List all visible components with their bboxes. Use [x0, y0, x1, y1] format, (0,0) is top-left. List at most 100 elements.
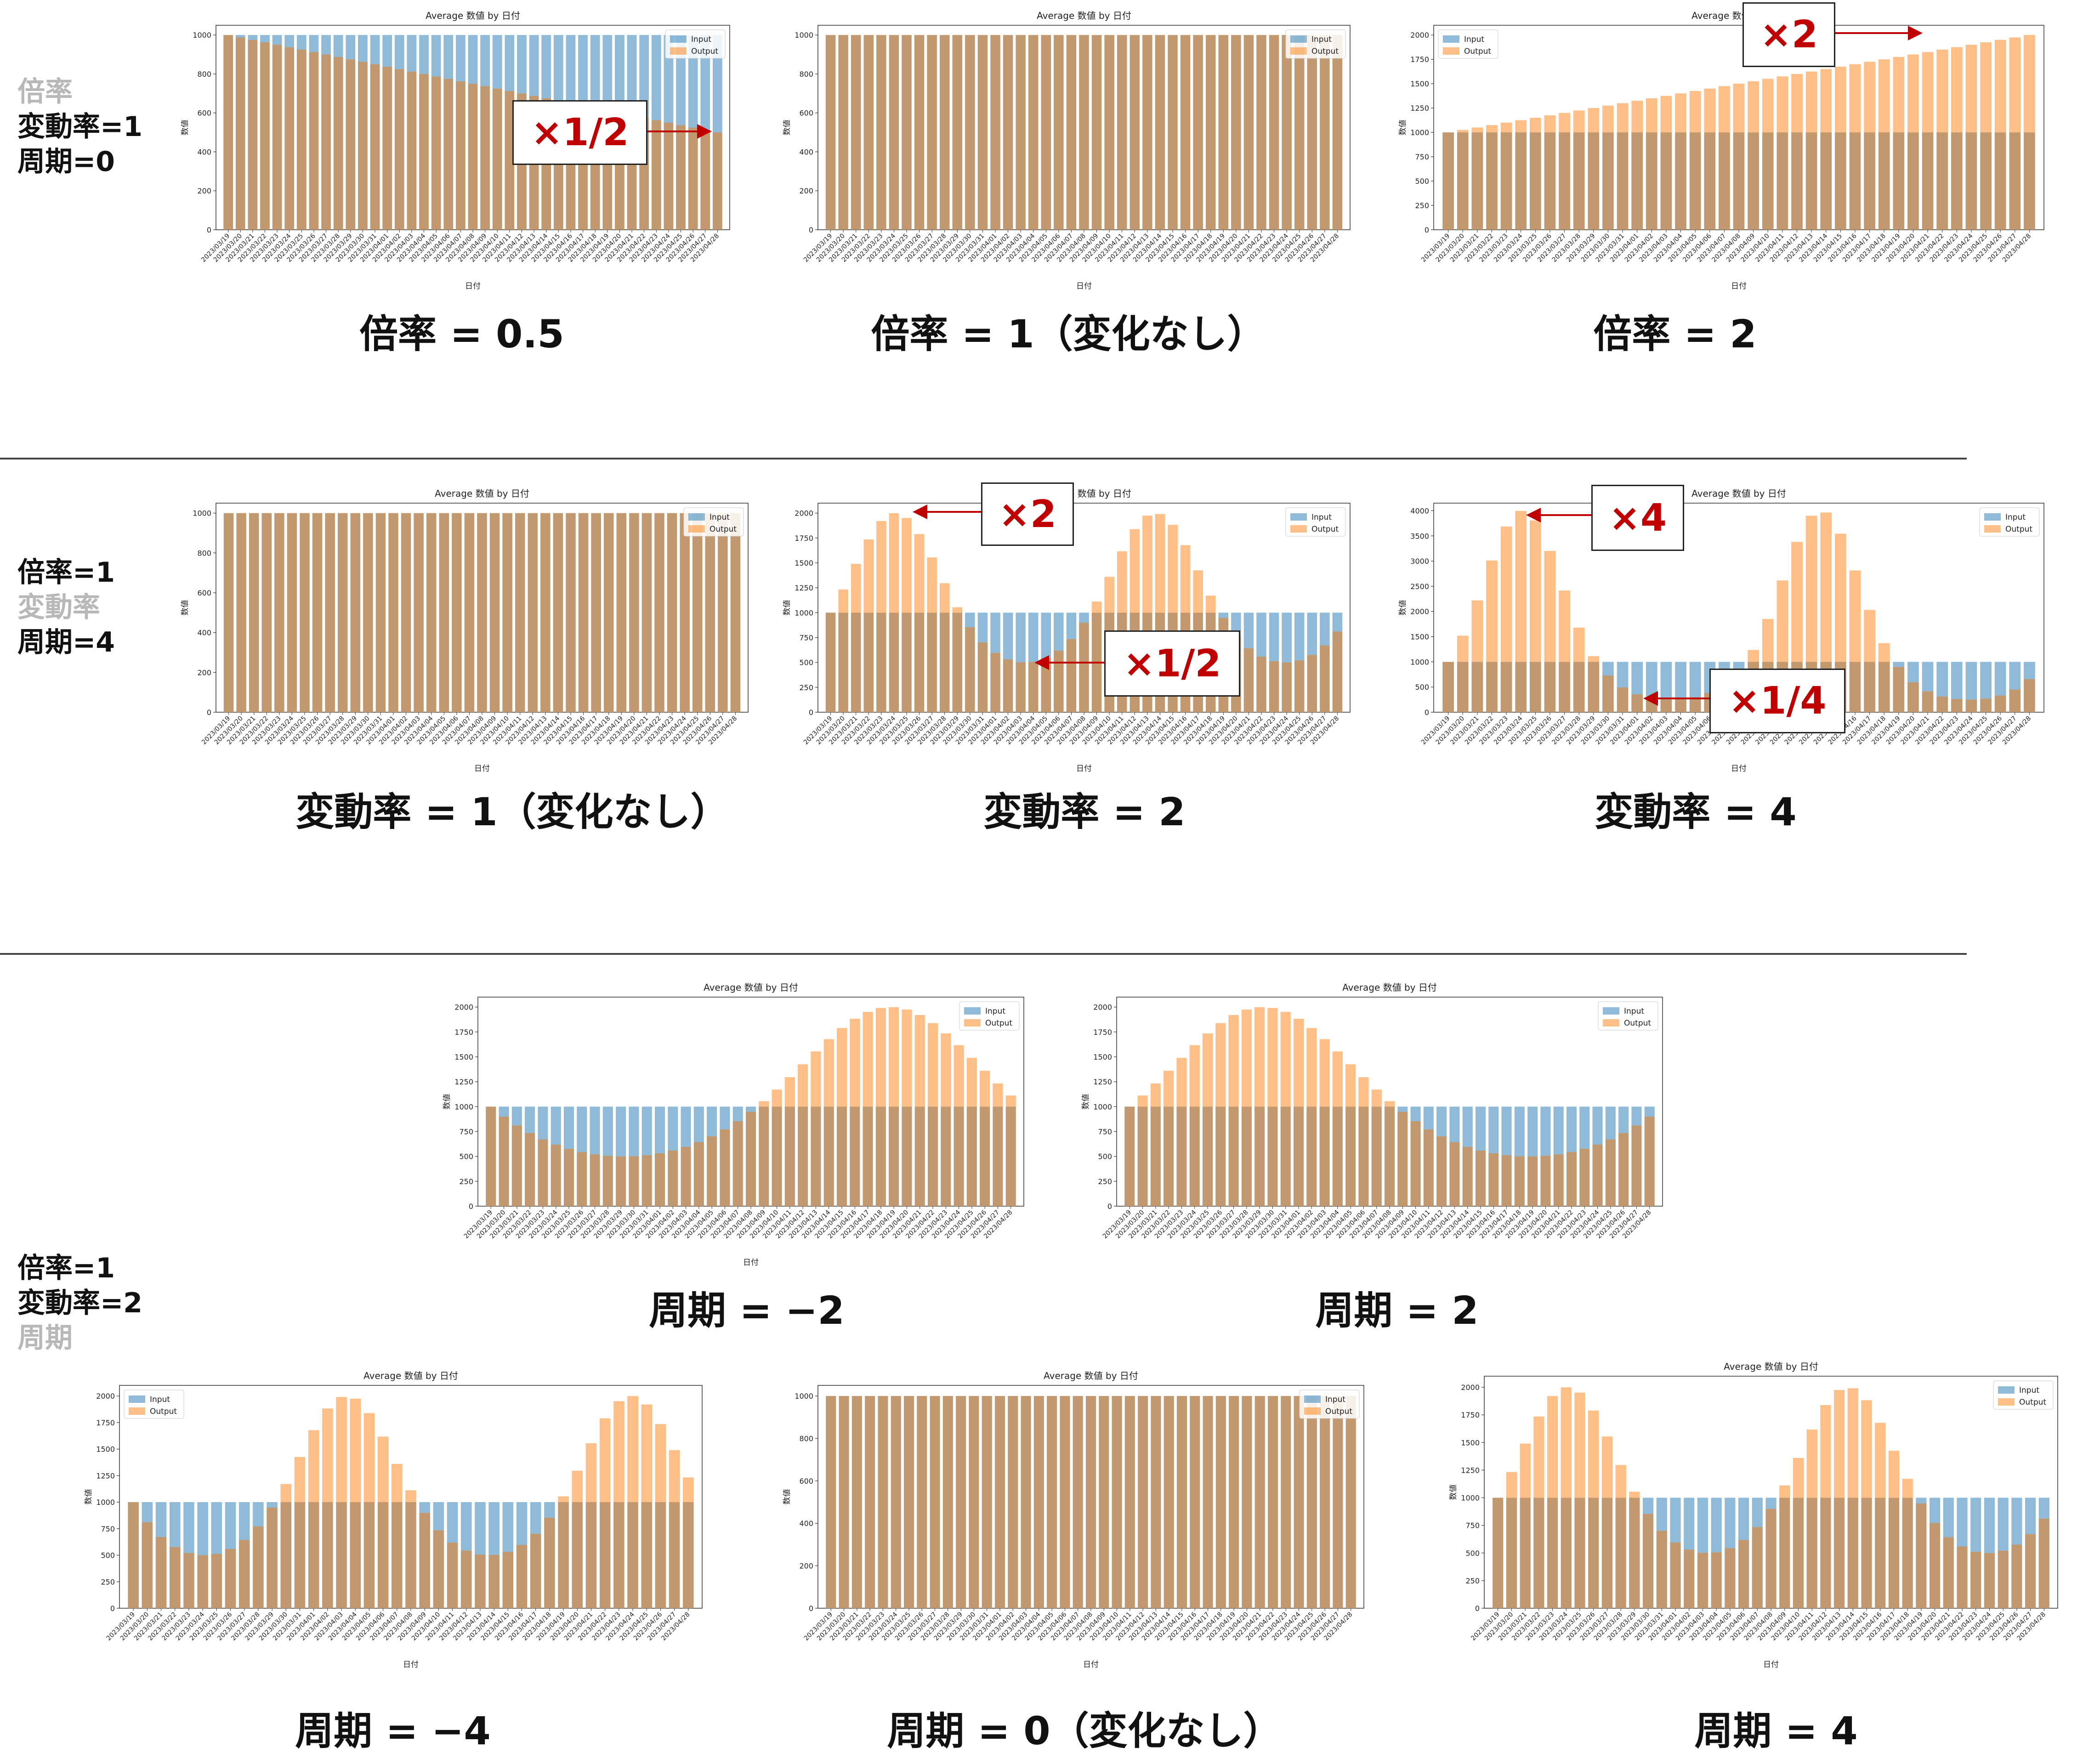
- bar: [1936, 696, 1948, 712]
- bar: [1617, 103, 1629, 133]
- bar: [836, 1028, 847, 1107]
- bar: [1762, 79, 1774, 133]
- bar: [211, 1554, 222, 1608]
- bar: [1320, 1396, 1330, 1608]
- bar: [2011, 1544, 2022, 1608]
- bar: [1294, 35, 1305, 230]
- bar: [336, 1397, 347, 1503]
- bar: [1849, 570, 1861, 662]
- bar: [337, 513, 348, 712]
- bar: [1151, 1396, 1161, 1608]
- bar: [1269, 35, 1279, 230]
- bar: [836, 1106, 847, 1206]
- bar: [891, 1396, 901, 1608]
- bar: [1410, 1106, 1421, 1121]
- bar: [1875, 1497, 1886, 1608]
- bar: [954, 1106, 964, 1206]
- y-tick-label: 2000: [454, 1003, 473, 1012]
- y-tick-label: 750: [101, 1525, 115, 1533]
- bar: [1500, 132, 1512, 230]
- bar: [1573, 132, 1585, 230]
- bar: [914, 534, 925, 613]
- bar: [1984, 1497, 1995, 1553]
- x-axis-label: 日付: [465, 282, 481, 291]
- bar: [443, 35, 454, 79]
- bar: [558, 1496, 569, 1503]
- y-tick-label: 4000: [1410, 506, 1429, 515]
- bar: [1345, 1106, 1356, 1206]
- bar: [1117, 35, 1127, 230]
- bar: [2024, 662, 2035, 679]
- bar: [169, 1502, 181, 1547]
- y-tick-label: 1250: [1461, 1466, 1480, 1475]
- bar: [1544, 550, 1556, 662]
- bar: [405, 1502, 416, 1608]
- bar: [1711, 1497, 1722, 1553]
- bar: [669, 1502, 680, 1608]
- y-tick-label: 1000: [96, 1498, 115, 1507]
- bar: [439, 513, 449, 712]
- bar: [1332, 613, 1343, 632]
- bar: [939, 583, 950, 613]
- bar: [903, 1396, 914, 1608]
- bar: [1998, 1497, 2009, 1551]
- bar: [784, 1106, 795, 1206]
- bar: [952, 607, 963, 613]
- bar: [990, 613, 1000, 653]
- legend-swatch: [1290, 513, 1307, 521]
- bar: [927, 35, 937, 230]
- y-tick-label: 2000: [96, 1392, 115, 1401]
- bar: [183, 1502, 194, 1553]
- bar: [238, 1540, 250, 1608]
- bar: [249, 513, 259, 712]
- bar: [272, 45, 282, 230]
- bar: [261, 513, 272, 712]
- callout-box: ×4: [1591, 485, 1684, 551]
- bar: [641, 513, 652, 712]
- bar: [2024, 132, 2035, 230]
- chart-legend: Input Output: [1299, 1390, 1360, 1419]
- bar: [1137, 1095, 1148, 1107]
- bar: [914, 35, 925, 230]
- bar: [1155, 514, 1165, 613]
- bar: [1540, 1156, 1551, 1206]
- y-tick-label: 0: [1475, 1604, 1480, 1613]
- bar: [1588, 132, 1600, 230]
- bar: [1384, 1101, 1395, 1107]
- chart-legend: Input Output: [1438, 29, 1498, 59]
- y-tick-label: 2000: [1461, 1383, 1480, 1392]
- bar: [1806, 1429, 1817, 1498]
- bar: [294, 1502, 306, 1608]
- bar: [700, 130, 710, 230]
- bar: [1849, 662, 1861, 712]
- y-tick-label: 2000: [1410, 607, 1429, 616]
- y-tick-label: 600: [197, 109, 211, 118]
- bar: [1820, 69, 1832, 133]
- bar: [511, 1106, 522, 1126]
- chart-panel-4: Average 数値 by 日付 0 200 400 600 800 1000 数値 2023/…: [175, 482, 758, 777]
- bar: [1601, 1436, 1613, 1498]
- bar: [1471, 600, 1483, 662]
- bar: [875, 1008, 886, 1107]
- bar: [1319, 1039, 1330, 1107]
- bar: [693, 1106, 704, 1142]
- y-tick-label: 0: [1425, 226, 1429, 234]
- bar: [1617, 132, 1629, 230]
- bar: [1965, 45, 1977, 133]
- bar: [863, 35, 874, 230]
- chart-title: Average 数値 by 日付: [1724, 1361, 1818, 1372]
- bar: [927, 613, 937, 712]
- bar: [720, 1106, 730, 1129]
- bar: [1777, 132, 1788, 230]
- bar: [1054, 35, 1064, 230]
- bar: [1371, 1089, 1382, 1107]
- bar: [1656, 1497, 1667, 1531]
- bar: [1631, 1125, 1642, 1206]
- bar: [1294, 1396, 1304, 1608]
- bar: [1631, 132, 1643, 230]
- y-tick-label: 0: [469, 1202, 473, 1211]
- bar: [914, 613, 925, 712]
- bar: [551, 1145, 561, 1206]
- bar: [1533, 1416, 1544, 1498]
- bar: [1602, 662, 1614, 676]
